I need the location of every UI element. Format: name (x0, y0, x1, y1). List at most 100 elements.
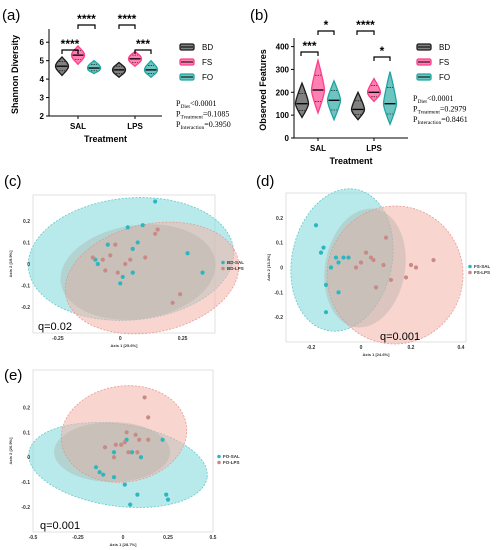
legend-marker-bd-lps (221, 266, 225, 271)
data-point-fs-lps (381, 262, 386, 268)
x-axis-title: Treatment (84, 134, 127, 144)
x-tick-label: 0.25 (163, 535, 173, 541)
violin-bd-sal (294, 81, 310, 119)
violin-fo-lps (382, 71, 398, 127)
data-point-bd-lps (115, 270, 120, 275)
legend-label-fs-sal: FS-SAL (474, 264, 491, 269)
panel-label: (e) (4, 367, 22, 384)
stat-line: PInteraction=0.8461 (413, 115, 468, 126)
legend-label-bd: BD (202, 43, 213, 52)
violin-bd-lps (350, 90, 366, 121)
data-point-fo-lps (137, 437, 142, 442)
bracket-line (356, 30, 375, 35)
panel-label: (a) (2, 7, 20, 24)
data-point-bd-sal (130, 246, 135, 252)
significance-stars: **** (356, 18, 375, 32)
legend-marker-fs-lps (468, 270, 472, 275)
legend-label-fo-lps: FO-LPS (223, 460, 240, 465)
pcoa-panel-3: (d) -0.2 0 0.2 0.4 0.2 0.1 0 -0.1 -0.2 Axis 1 [24.… (256, 173, 491, 357)
data-point-fo-lps (146, 415, 151, 420)
panel-label: (c) (4, 173, 22, 190)
x-tick-label: -0.2 (307, 345, 316, 351)
y-tick-label: 0.1 (23, 240, 30, 246)
x-axis-title: Axis 1 [25.6%] (111, 343, 139, 348)
y-tick-label: 5 (40, 57, 45, 66)
x-tick-label: -0.25 (72, 535, 84, 541)
stat-prefix: P (413, 115, 418, 124)
data-point-bd-lps (177, 292, 183, 297)
data-point-bd-lps (90, 255, 95, 260)
data-point-bd-sal (200, 270, 205, 275)
data-point-fo-lps (126, 450, 131, 455)
violin-fo-sal (86, 59, 102, 75)
data-point-fo-sal (135, 492, 140, 497)
y-tick-label: -0.2 (21, 505, 30, 511)
y-tick-label: -0.1 (21, 480, 30, 486)
stat-prefix: P (176, 99, 181, 108)
data-point-fs-sal (336, 290, 341, 295)
data-point-fo-lps (133, 432, 138, 437)
ellipse-overlap (60, 224, 216, 320)
stat-line: PDiet<0.0001 (413, 94, 453, 105)
data-point-bd-sal (153, 199, 158, 204)
x-tick-label: -0.5 (29, 535, 38, 541)
y-tick-label: 0 (280, 266, 283, 272)
data-point-fo-sal (101, 472, 106, 477)
stat-prefix: P (413, 105, 418, 114)
data-point-bd-lps (143, 255, 148, 260)
stat-prefix: P (176, 120, 181, 129)
data-point-bd-lps (153, 231, 158, 236)
bracket-line (118, 24, 136, 29)
significance-stars: *** (302, 39, 316, 53)
confidence-ellipse-lps (64, 221, 240, 335)
stat-value: =0.8461 (441, 115, 468, 124)
bracket-line (373, 56, 391, 61)
legend-marker-fo-lps (217, 460, 221, 465)
y-axis-title: Observed Features (258, 49, 268, 131)
data-point-fs-sal (328, 265, 334, 270)
x-tick-label: 0.25 (178, 336, 188, 342)
data-point-bd-sal (95, 261, 100, 267)
violin-fo-lps (143, 59, 159, 79)
violin-fs-sal (310, 57, 326, 115)
stat-value: =0.2979 (440, 105, 467, 114)
stat-line: PInteraction=0.3950 (176, 120, 231, 131)
y-tick-label: -0.2 (274, 315, 283, 321)
legend-label-fo: FO (202, 73, 213, 82)
y-tick-label: 4 (40, 75, 45, 84)
y-tick-label: 3 (40, 94, 45, 103)
y-tick-label: 200 (276, 88, 290, 97)
y-tick-label: 0 (27, 262, 30, 268)
bracket-line (317, 30, 335, 35)
data-point-fs-lps (371, 257, 376, 263)
significance-bracket: **** (77, 12, 96, 29)
data-point-fs-sal (313, 223, 319, 228)
y-tick-label: 0.1 (23, 430, 30, 436)
legend-label-fs-lps: FS-LPS (474, 270, 490, 275)
data-point-fs-sal (333, 255, 339, 260)
data-point-bd-sal (185, 251, 190, 256)
data-point-fo-lps (102, 445, 108, 450)
x-tick-label: 0.4 (458, 345, 465, 351)
data-point-fs-lps (373, 285, 379, 290)
data-point-fs-lps (363, 250, 369, 255)
data-point-fo-sal (122, 482, 127, 487)
legend-label-fs: FS (202, 58, 212, 67)
stat-line: PDiet<0.0001 (176, 99, 216, 110)
x-tick-label: LPS (127, 122, 143, 131)
y-tick-label: 0.2 (23, 219, 30, 225)
x-tick-label: -0.25 (52, 336, 64, 342)
x-axis-title: Axis 1 [24.6%] (363, 352, 391, 357)
bracket-line (77, 24, 96, 29)
data-point-fs-lps (431, 257, 436, 263)
data-point-fs-sal (318, 250, 324, 255)
data-point-fo-sal (138, 455, 144, 460)
legend-marker-bd-sal (221, 260, 225, 265)
stat-subscript: Treatment (417, 110, 440, 116)
x-tick-label: SAL (70, 122, 86, 131)
data-point-bd-sal (140, 223, 145, 228)
significance-bracket: **** (118, 12, 137, 29)
data-point-bd-lps (100, 257, 105, 262)
data-point-fo-sal (111, 450, 117, 455)
